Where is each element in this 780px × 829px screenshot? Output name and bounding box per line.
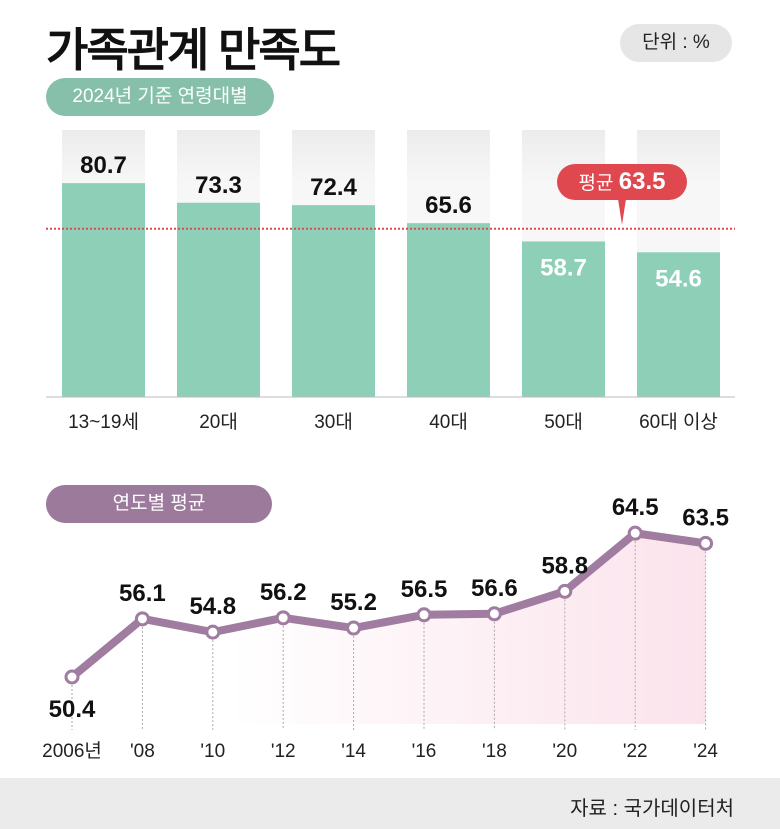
line-point [134,611,150,627]
page-title: 가족관계 만족도 [46,24,341,76]
line-chart-title: 연도별 평균 [46,485,272,523]
bar-value-label: 73.3 [195,172,242,199]
bar-chart-title: 2024년 기준 연령대별 [46,78,274,116]
x-tick-label: '12 [271,741,296,762]
average-badge: 평균 63.5 [557,164,687,200]
line-value-label: 54.8 [189,593,236,620]
x-tick-label: '08 [130,741,155,762]
bar [62,183,145,397]
line-value-label: 58.8 [541,552,588,579]
line-point [627,525,643,541]
average-value: 63.5 [618,168,666,195]
average-label: 평균 [578,173,614,194]
line-point [205,624,221,640]
bar-value-label: 58.7 [540,254,587,281]
bar-category-label: 60대 이상 [639,411,718,433]
bar [407,223,490,397]
average-pointer [618,199,626,225]
footer: 자료 : 국가데이터처 [0,778,780,829]
x-tick-label: 2006년 [42,740,102,762]
line-point [346,620,362,636]
line-point [64,669,80,685]
line-value-label: 63.5 [682,504,729,531]
source-text: 자료 : 국가데이터처 [570,798,734,820]
line-value-label: 56.5 [401,576,448,603]
bar-value-label: 80.7 [80,152,127,179]
bar-value-label: 65.6 [425,192,472,219]
bar [637,252,720,397]
bar-value-label: 54.6 [655,265,702,292]
bar-category-label: 50대 [544,411,583,433]
x-tick-label: '10 [200,741,225,762]
bar-category-label: 40대 [429,411,468,433]
line-value-label: 64.5 [612,494,659,521]
x-tick-label: '16 [412,741,437,762]
x-tick-label: '24 [693,741,718,762]
bar-category-label: 30대 [314,411,353,433]
line-point [698,535,714,551]
bar-category-label: 20대 [199,411,238,433]
line-point [486,606,502,622]
bar [177,202,260,397]
line-value-label: 50.4 [49,696,96,723]
line-point [416,607,432,623]
line-area-fill [72,533,706,724]
bar [292,205,375,397]
line-point [557,583,573,599]
x-tick-label: '22 [623,741,648,762]
unit-badge: 단위 : % [620,24,732,62]
bar-category-label: 13~19세 [68,411,139,433]
line-series [69,529,707,681]
x-tick-label: '20 [552,741,577,762]
bar-value-label: 72.4 [310,174,357,201]
line-value-label: 56.1 [119,580,166,607]
line-value-label: 55.2 [330,589,377,616]
line-value-label: 56.2 [260,579,307,606]
x-tick-label: '14 [341,741,366,762]
line-value-label: 56.6 [471,575,518,602]
x-tick-label: '18 [482,741,507,762]
bar [522,241,605,397]
line-point [275,610,291,626]
